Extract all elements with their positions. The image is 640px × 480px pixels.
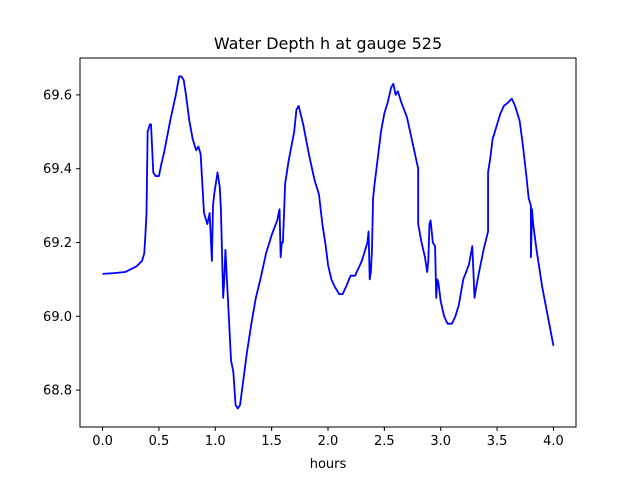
y-tick-label: 69.0	[43, 310, 72, 325]
x-tick-label: 2.5	[374, 434, 395, 449]
x-tick-label: 4.0	[543, 434, 564, 449]
x-tick-label: 3.5	[487, 434, 508, 449]
x-axis-label: hours	[310, 457, 347, 472]
y-tick-label: 69.4	[43, 162, 72, 177]
x-tick-label: 0.0	[92, 434, 113, 449]
x-tick-label: 1.5	[261, 434, 282, 449]
y-tick-label: 69.2	[43, 236, 72, 251]
series-line	[102, 75, 555, 410]
y-tick-label: 68.8	[43, 384, 72, 399]
chart-title: Water Depth h at gauge 525	[214, 34, 442, 53]
x-axis-ticks: 0.0 0.5 1.0 1.5 2.0 2.5 3.0 3.5 4.0	[92, 427, 564, 449]
x-tick-label: 3.0	[430, 434, 451, 449]
series-layer	[102, 75, 555, 410]
y-axis-ticks: 68.8 69.0 69.2 69.4 69.6	[43, 88, 80, 399]
y-tick-label: 69.6	[43, 88, 72, 103]
x-tick-label: 1.0	[205, 434, 226, 449]
plot-area	[79, 57, 577, 428]
x-tick-label: 2.0	[318, 434, 339, 449]
x-tick-label: 0.5	[149, 434, 170, 449]
